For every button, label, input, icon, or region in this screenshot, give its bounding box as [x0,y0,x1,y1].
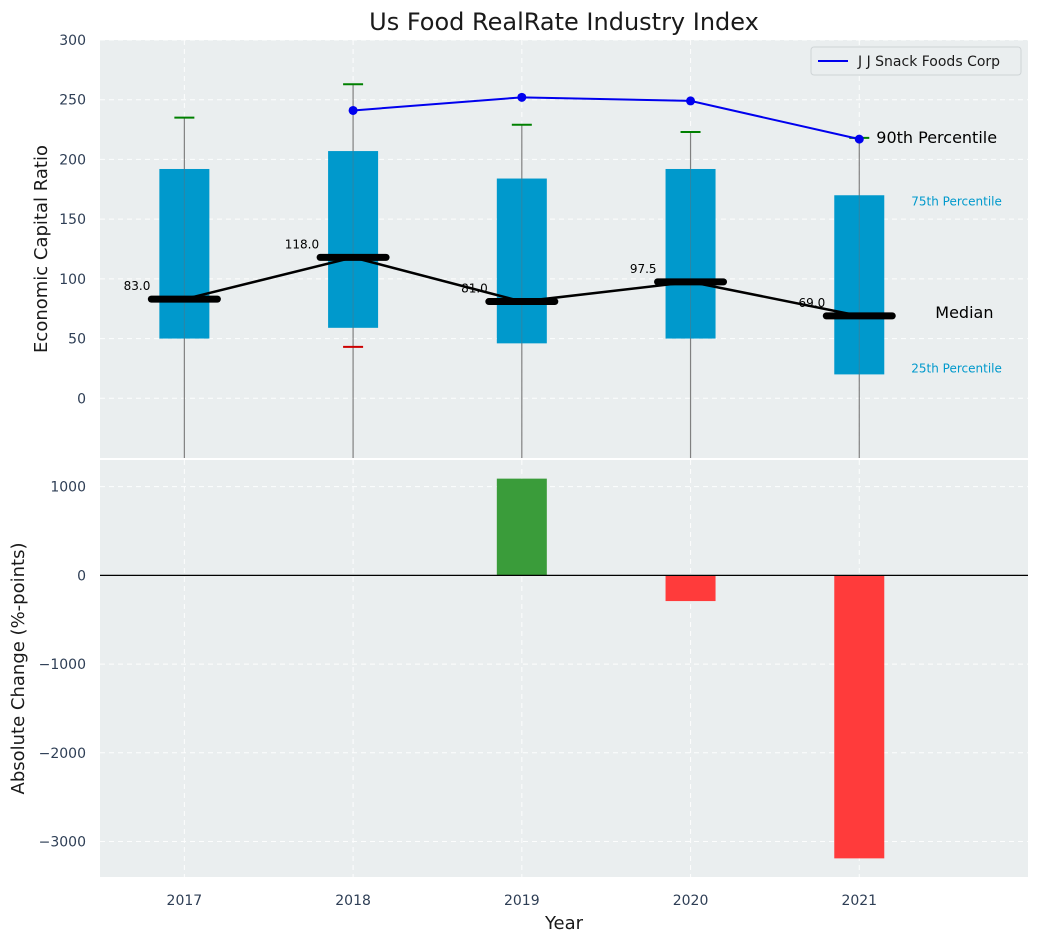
company-series-point [854,134,864,144]
median-value-label: 97.5 [630,262,657,276]
bottom-y-tick-label: 0 [77,568,86,584]
median-annotation: Median [935,303,993,322]
legend-label: J J Snack Foods Corp [857,54,1000,70]
median-value-label: 83.0 [124,279,151,293]
x-tick-label: 2018 [335,893,371,909]
change-bar [496,478,547,576]
top-y-tick-label: 150 [59,212,86,228]
bottom-panel-background [100,460,1028,877]
p75-annotation: 75th Percentile [911,194,1002,208]
x-tick-label: 2020 [673,893,709,909]
top-y-tick-label: 200 [59,152,86,168]
top-y-axis-title: Economic Capital Ratio [31,145,52,353]
company-series-point [686,96,696,106]
x-tick-label: 2017 [167,893,203,909]
bottom-y-tick-label: 1000 [50,480,86,496]
change-bar [834,575,885,859]
bottom-y-tick-label: −1000 [39,657,86,673]
top-y-tick-label: 250 [59,93,86,109]
x-tick-label: 2021 [841,893,877,909]
bottom-y-tick-label: −2000 [39,746,86,762]
median-value-label: 81.0 [461,282,488,296]
company-series-line [353,96,860,141]
top-y-tick-label: 0 [77,391,86,407]
bottom-y-tick-label: −3000 [39,835,86,851]
bottom-y-axis-title: Absolute Change (%-points) [8,543,29,795]
x-tick-label: 2019 [504,893,540,909]
p25-annotation: 25th Percentile [911,361,1002,375]
top-panel-background [100,40,1028,458]
p90-annotation: 90th Percentile [876,128,997,147]
chart-title: Us Food RealRate Industry Index [369,8,759,36]
change-bar [665,575,716,602]
legend-box [810,46,1022,76]
company-series-point [348,105,358,115]
x-axis-title: Year [544,913,584,934]
top-y-tick-label: 50 [68,332,86,348]
top-y-tick-label: 300 [59,33,86,49]
top-y-tick-label: 100 [59,272,86,288]
company-series-point [517,92,527,102]
median-value-label: 118.0 [285,237,319,251]
median-value-label: 69.0 [799,296,826,310]
